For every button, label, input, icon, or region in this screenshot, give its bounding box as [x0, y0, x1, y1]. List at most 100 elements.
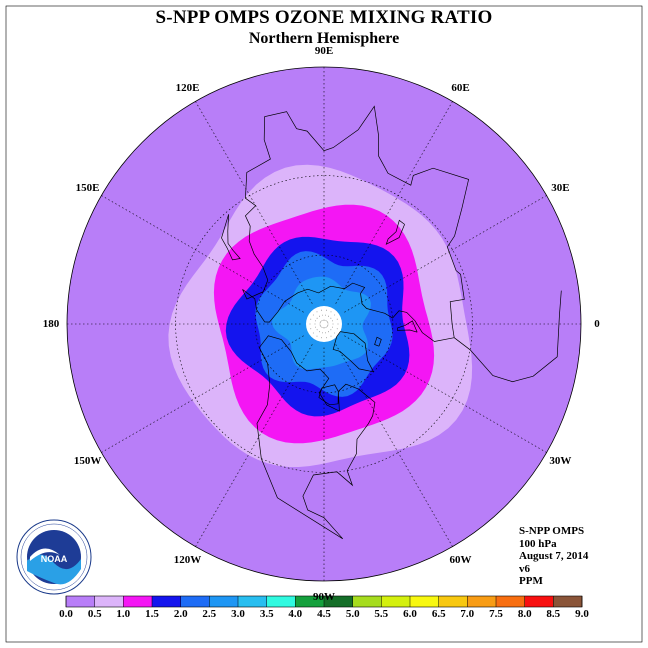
- cap-dot: [319, 323, 321, 325]
- longitude-label: 60E: [451, 81, 470, 94]
- meridian: [101, 334, 305, 453]
- cap-dot: [322, 327, 324, 329]
- cap-dot: [332, 326, 333, 328]
- cap-dot: [315, 320, 316, 322]
- colorbar-tick-label: 3.5: [259, 608, 274, 620]
- cap-dot: [322, 319, 324, 321]
- cap-dot: [320, 321, 322, 322]
- colorbar-swatch: [266, 596, 296, 607]
- colorbar-tick-label: 7.0: [460, 608, 475, 620]
- cap-dot: [334, 332, 336, 334]
- cap-dot: [328, 331, 329, 333]
- colorbar-tick-label: 2.5: [202, 608, 217, 620]
- colorbar-tick-label: 1.0: [116, 608, 131, 620]
- cap-dot: [325, 320, 327, 321]
- cap-dot: [321, 327, 323, 328]
- cap-dot: [321, 320, 323, 321]
- coastline: [242, 105, 470, 342]
- cap-dot: [334, 314, 336, 316]
- cap-dot: [309, 323, 311, 325]
- cap-dot: [330, 317, 332, 319]
- colorbar-swatch: [381, 596, 411, 607]
- colorbar-swatch: [238, 596, 267, 607]
- cap-dot: [324, 327, 326, 329]
- cap-dot: [319, 325, 321, 326]
- graticule: [67, 67, 581, 581]
- cap-dot: [336, 318, 338, 320]
- coastlines: [221, 105, 562, 540]
- cap-dot: [330, 311, 332, 313]
- cap-dot: [324, 319, 326, 321]
- cap-dot: [327, 323, 329, 325]
- coastline: [221, 214, 241, 261]
- info-block: S-NPP OMPS 100 hPa August 7, 2014 v6 PPM: [519, 525, 588, 588]
- meridian: [334, 101, 453, 305]
- cap-dot: [310, 328, 312, 330]
- cap-dot: [330, 335, 332, 337]
- cap-dot: [319, 322, 321, 323]
- subtitle: Northern Hemisphere: [248, 30, 400, 47]
- colorbar-swatch: [410, 596, 439, 607]
- cap-dot: [327, 325, 329, 326]
- coastline: [385, 219, 405, 245]
- colorbar-swatch: [467, 596, 497, 607]
- longitude-label: 120E: [175, 81, 200, 94]
- cap-dot: [328, 315, 329, 317]
- cap-dot: [325, 332, 326, 334]
- cap-dot: [321, 337, 322, 339]
- colorbar-swatch: [66, 596, 95, 607]
- coastline: [397, 320, 418, 333]
- longitude-label: 30E: [551, 181, 570, 194]
- cap-dot: [326, 337, 327, 339]
- colorbar-tick-label: 5.5: [374, 608, 389, 620]
- no-data-cap: [306, 306, 342, 342]
- cap-dot: [316, 317, 318, 319]
- cap-dot: [326, 321, 328, 322]
- colorbar-swatch: [352, 596, 382, 607]
- meridian: [343, 334, 547, 453]
- outer-border: [5, 5, 643, 643]
- meridian: [195, 101, 314, 305]
- main-title: S-NPP OMPS OZONE MIXING RATIO: [155, 7, 493, 28]
- longitude-label: 90W: [313, 591, 335, 603]
- cap-dot: [321, 309, 322, 311]
- colorbar-swatch: [438, 596, 468, 607]
- colorbar-tick-label: 0.0: [59, 608, 73, 620]
- colorbar-swatch: [324, 596, 353, 607]
- colorbar: [65, 595, 583, 608]
- cap-dot: [322, 314, 323, 316]
- cap-dot: [322, 332, 323, 334]
- cap-dot: [332, 323, 334, 325]
- cap-dot: [325, 314, 326, 316]
- meridian: [195, 343, 314, 547]
- longitude-label: 150E: [75, 181, 100, 194]
- colorbar-tick-label: 5.0: [345, 608, 360, 620]
- units-label: PPM: [519, 575, 543, 588]
- meridian: [334, 343, 453, 547]
- cap-dot: [316, 335, 318, 337]
- longitude-label: 60W: [449, 554, 472, 567]
- cap-dot: [326, 309, 327, 311]
- cap-dot: [330, 329, 332, 331]
- cap-dot: [332, 320, 333, 322]
- cap-dot: [319, 331, 320, 333]
- colorbar-tick-label: 3.0: [231, 608, 245, 620]
- colorbar-tick-label: 1.5: [145, 608, 159, 620]
- cap-dot: [327, 322, 329, 323]
- colorbar-swatch: [553, 596, 583, 607]
- cap-grid: [309, 309, 339, 339]
- longitude-label: 180: [42, 318, 60, 330]
- date-label: August 7, 2014: [519, 550, 589, 563]
- longitude-label: 30W: [549, 454, 572, 467]
- cap-dot: [312, 314, 314, 316]
- cap-dot: [314, 323, 316, 325]
- colorbar-tick-label: 2.0: [173, 608, 188, 620]
- colorbar-tick-label: 4.0: [288, 608, 303, 620]
- cap-dot: [316, 311, 318, 313]
- coastline: [256, 335, 376, 540]
- cap-dot: [320, 326, 322, 327]
- longitude-label: 90E: [314, 45, 334, 57]
- longitude-label: 150W: [73, 454, 102, 467]
- cap-dot: [315, 326, 316, 328]
